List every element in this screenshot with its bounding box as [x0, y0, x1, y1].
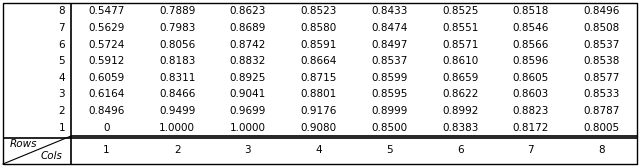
Text: 0.8925: 0.8925 [230, 73, 266, 83]
Text: 2: 2 [58, 106, 65, 116]
Text: 0.8603: 0.8603 [513, 90, 549, 99]
Text: 0.5629: 0.5629 [88, 23, 125, 33]
Text: 3: 3 [244, 145, 251, 155]
Text: Rows: Rows [10, 139, 37, 149]
Text: 8: 8 [58, 6, 65, 16]
Text: 0.8605: 0.8605 [513, 73, 549, 83]
Text: 0.8623: 0.8623 [230, 6, 266, 16]
Text: 0.8311: 0.8311 [159, 73, 195, 83]
Text: Cols: Cols [41, 151, 63, 161]
Text: 0.5477: 0.5477 [88, 6, 125, 16]
Text: 0.8992: 0.8992 [442, 106, 478, 116]
Text: 0.8538: 0.8538 [584, 56, 620, 66]
Text: 0.8659: 0.8659 [442, 73, 478, 83]
Text: 0.8689: 0.8689 [230, 23, 266, 33]
Text: 0.8551: 0.8551 [442, 23, 478, 33]
Text: 0.8715: 0.8715 [300, 73, 337, 83]
Text: 0.8595: 0.8595 [371, 90, 408, 99]
Text: 0.9080: 0.9080 [301, 123, 337, 133]
Text: 0.6164: 0.6164 [88, 90, 125, 99]
Text: 4: 4 [58, 73, 65, 83]
Text: 0.8525: 0.8525 [442, 6, 478, 16]
Text: 0.8537: 0.8537 [584, 40, 620, 50]
Text: 0.9041: 0.9041 [230, 90, 266, 99]
Text: 5: 5 [58, 56, 65, 66]
Text: 0.9176: 0.9176 [300, 106, 337, 116]
Text: 0.8999: 0.8999 [371, 106, 408, 116]
Text: 0.8183: 0.8183 [159, 56, 195, 66]
Text: 0.8497: 0.8497 [371, 40, 408, 50]
Text: 0.6059: 0.6059 [88, 73, 125, 83]
Text: 5: 5 [386, 145, 393, 155]
Text: 0.8566: 0.8566 [513, 40, 549, 50]
Text: 0.8500: 0.8500 [371, 123, 408, 133]
Text: 1: 1 [103, 145, 109, 155]
Text: 0.8533: 0.8533 [584, 90, 620, 99]
Text: 0.8383: 0.8383 [442, 123, 478, 133]
Text: 0.8591: 0.8591 [300, 40, 337, 50]
Text: 7: 7 [527, 145, 534, 155]
Text: 0.8832: 0.8832 [230, 56, 266, 66]
Text: 0: 0 [103, 123, 109, 133]
Text: 6: 6 [457, 145, 463, 155]
Text: 0.8577: 0.8577 [584, 73, 620, 83]
Text: 8: 8 [598, 145, 605, 155]
Text: 0.8742: 0.8742 [230, 40, 266, 50]
Text: 0.8433: 0.8433 [371, 6, 408, 16]
Text: 0.8610: 0.8610 [442, 56, 478, 66]
Text: 0.8823: 0.8823 [513, 106, 549, 116]
Text: 0.9499: 0.9499 [159, 106, 195, 116]
Text: 4: 4 [316, 145, 322, 155]
Text: 0.8787: 0.8787 [584, 106, 620, 116]
Text: 1: 1 [58, 123, 65, 133]
Text: 0.8508: 0.8508 [584, 23, 620, 33]
Text: 0.8523: 0.8523 [300, 6, 337, 16]
Text: 2: 2 [174, 145, 180, 155]
Text: 0.8571: 0.8571 [442, 40, 478, 50]
Text: 0.8474: 0.8474 [371, 23, 408, 33]
Text: 0.8546: 0.8546 [513, 23, 549, 33]
Text: 6: 6 [58, 40, 65, 50]
Text: 0.5912: 0.5912 [88, 56, 125, 66]
Text: 0.5724: 0.5724 [88, 40, 125, 50]
Text: 0.8596: 0.8596 [513, 56, 549, 66]
Text: 0.8622: 0.8622 [442, 90, 478, 99]
Text: 0.7889: 0.7889 [159, 6, 195, 16]
Text: 0.8518: 0.8518 [513, 6, 549, 16]
Text: 0.8056: 0.8056 [159, 40, 195, 50]
Text: 3: 3 [58, 90, 65, 99]
Text: 0.8172: 0.8172 [513, 123, 549, 133]
Text: 0.8664: 0.8664 [300, 56, 337, 66]
Text: 0.7983: 0.7983 [159, 23, 195, 33]
Text: 0.8496: 0.8496 [88, 106, 125, 116]
Text: 0.9699: 0.9699 [230, 106, 266, 116]
Text: 1.0000: 1.0000 [159, 123, 195, 133]
Text: 0.8466: 0.8466 [159, 90, 195, 99]
Text: 0.8537: 0.8537 [371, 56, 408, 66]
Text: 0.8580: 0.8580 [301, 23, 337, 33]
Text: 1.0000: 1.0000 [230, 123, 266, 133]
Text: 0.8005: 0.8005 [584, 123, 620, 133]
Text: 7: 7 [58, 23, 65, 33]
Text: 0.8801: 0.8801 [301, 90, 337, 99]
Text: 0.8496: 0.8496 [584, 6, 620, 16]
Text: 0.8599: 0.8599 [371, 73, 408, 83]
